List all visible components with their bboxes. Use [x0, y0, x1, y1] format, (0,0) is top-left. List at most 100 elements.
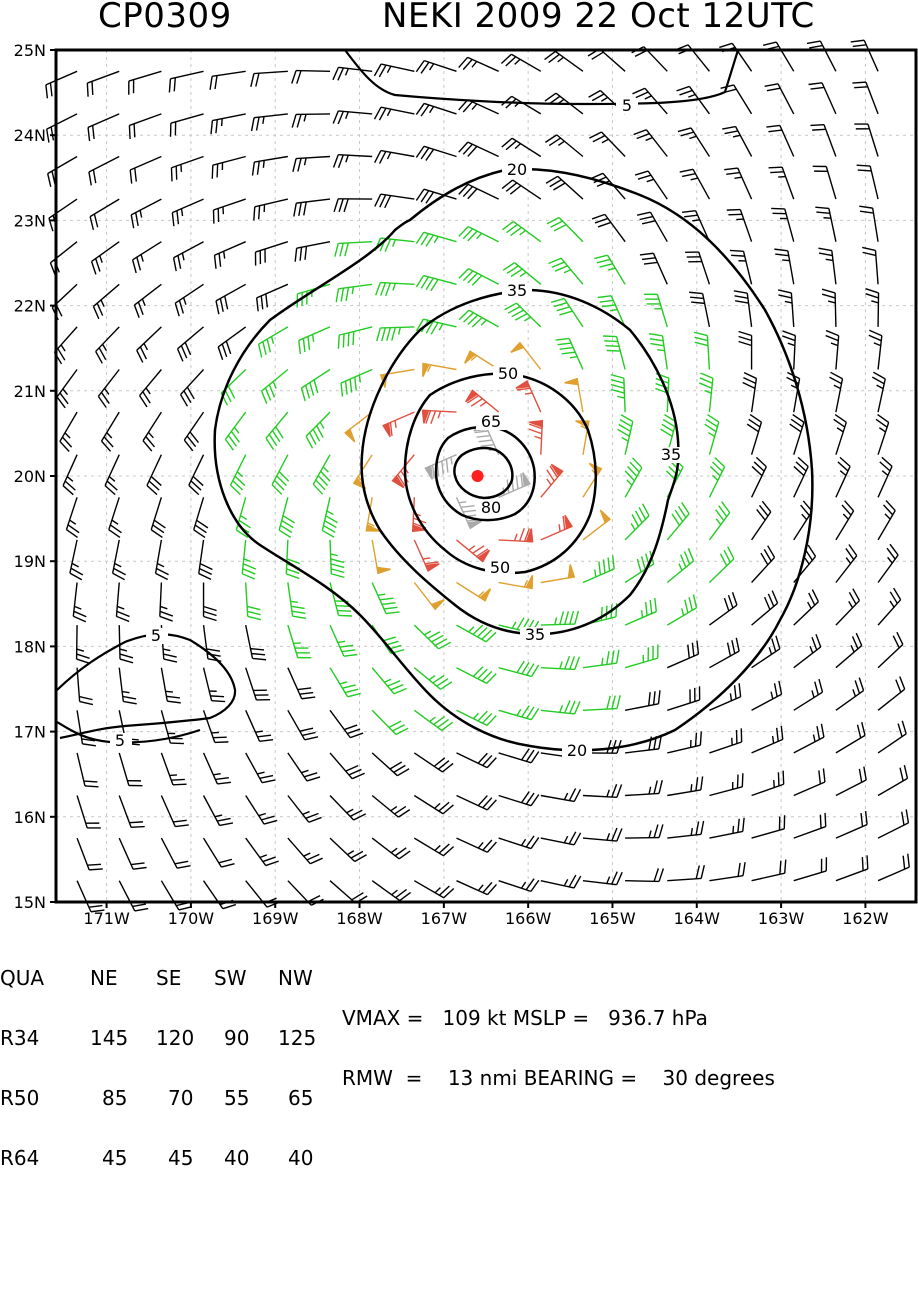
wind-barb	[46, 71, 77, 98]
wind-barb	[336, 284, 372, 302]
wind-barb	[272, 455, 289, 495]
lon-label: 168W	[336, 909, 383, 928]
wind-barb	[252, 114, 288, 131]
wind-barb	[854, 124, 878, 156]
cell-ne: 145	[90, 1028, 128, 1048]
cell-nw: 40	[288, 1148, 313, 1168]
wind-barb	[102, 412, 120, 451]
wind-barb	[456, 881, 496, 895]
wind-barb	[815, 207, 836, 241]
wind-barb	[752, 457, 767, 497]
table-row-r50: R50 85 70 55 65	[0, 1088, 25, 1108]
col-header-se: SE	[156, 968, 181, 988]
wind-barb	[709, 683, 740, 710]
col-header-qua: QUA	[0, 968, 44, 988]
wind-barb	[583, 784, 622, 797]
wind-barb	[625, 690, 660, 710]
wind-barb	[834, 415, 847, 455]
wind-barb	[414, 583, 444, 610]
wind-barb	[288, 710, 318, 740]
cell-sw: 40	[224, 1148, 249, 1168]
wind-barb	[830, 372, 843, 412]
wind-barb	[377, 327, 415, 341]
table-header-row: QUA NE SE SW NW	[0, 968, 25, 988]
lat-label: 17N	[14, 723, 46, 742]
wind-barb	[588, 49, 625, 71]
wind-barb	[194, 497, 208, 537]
wind-barb	[306, 412, 330, 448]
wind-barb	[667, 502, 689, 539]
wind-barb	[60, 412, 77, 451]
wind-barb	[878, 544, 898, 582]
wind-barb	[541, 875, 581, 888]
wind-barb	[322, 497, 337, 537]
wind-barb	[583, 603, 617, 625]
wind-barb	[169, 71, 203, 92]
wind-barb	[640, 253, 667, 284]
wind-barb	[175, 284, 203, 316]
wind-barb	[57, 370, 77, 408]
wind-barb	[836, 633, 862, 668]
lat-label: 25N	[14, 41, 46, 60]
wind-barb	[295, 242, 330, 262]
wind-barb	[546, 176, 583, 199]
wind-barb	[372, 753, 409, 776]
wind-barb	[529, 421, 542, 455]
wind-barb	[254, 199, 288, 220]
wind-barb	[246, 753, 276, 783]
wind-barb	[625, 598, 656, 625]
wind-barb	[734, 291, 752, 327]
wind-barb	[499, 528, 533, 541]
wind-barb	[625, 645, 658, 668]
wind-barb	[763, 42, 794, 71]
wind-barb	[836, 767, 866, 796]
wind-barb	[414, 710, 452, 730]
wind-barb	[774, 249, 793, 284]
wind-barb	[77, 838, 103, 870]
wind-barb	[836, 589, 860, 625]
cell-ne: 45	[102, 1148, 127, 1168]
contour-label: 20	[567, 741, 587, 760]
contour-label: 5	[622, 96, 632, 115]
wind-barb	[210, 71, 246, 90]
wind-barb	[161, 796, 188, 827]
wind-barb	[456, 625, 496, 642]
col-header-ne: NE	[90, 968, 118, 988]
wind-barb	[794, 679, 823, 710]
wind-barb	[594, 255, 625, 284]
wind-barb	[456, 838, 496, 852]
wind-barb	[288, 796, 322, 823]
wind-barb	[727, 210, 752, 242]
contour-label: 65	[481, 412, 501, 431]
contour-label: 20	[507, 160, 527, 179]
wind-barb	[778, 290, 794, 327]
wind-barb	[225, 412, 245, 450]
wind-barb	[301, 370, 330, 402]
wind-barb	[376, 283, 415, 296]
wind-barb	[171, 114, 204, 137]
wind-barb	[77, 625, 90, 663]
wind-barb	[119, 796, 144, 828]
wind-barb	[878, 457, 892, 497]
wind-barb	[752, 726, 783, 753]
wind-barb	[416, 146, 456, 160]
wind-barb	[583, 695, 620, 710]
wind-barb	[667, 776, 702, 795]
wind-barb	[541, 788, 581, 801]
wind-barb	[156, 540, 169, 580]
wind-barb	[161, 838, 190, 868]
wind-barb	[644, 294, 667, 327]
wind-barb	[77, 668, 93, 705]
wind-barb	[161, 753, 186, 785]
wind-barb	[414, 838, 453, 856]
wind-barb	[171, 157, 203, 182]
wind-barb	[212, 157, 245, 179]
wind-barb	[143, 412, 161, 451]
wind-barb	[625, 551, 654, 583]
wind-barb	[794, 724, 824, 753]
wind-barb	[709, 638, 739, 668]
contour-label: 50	[498, 364, 518, 383]
wind-barb	[77, 796, 101, 828]
wind-barb	[333, 67, 372, 80]
